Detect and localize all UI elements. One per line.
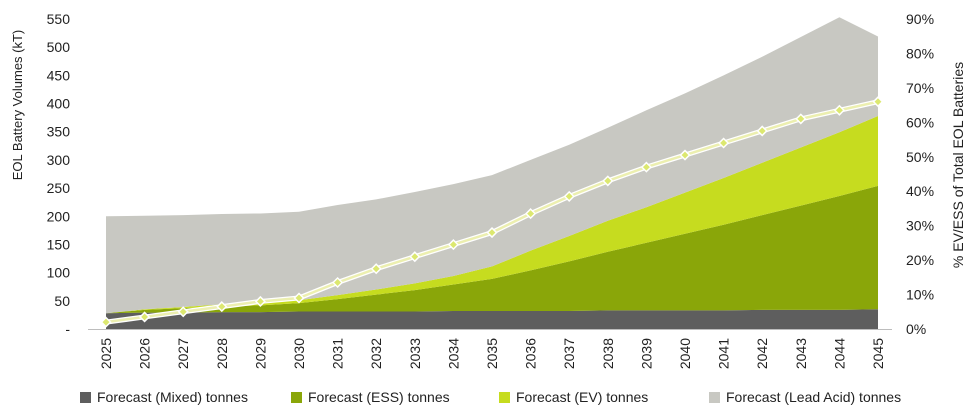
- legend-swatch: [499, 392, 510, 403]
- legend: Forecast (Mixed) tonnes Forecast (ESS) to…: [80, 389, 901, 405]
- y2-tick-label: 20%: [906, 252, 934, 268]
- y-tick-label: 150: [47, 236, 71, 252]
- percent-marker: [216, 301, 228, 313]
- y2-tick-label: 90%: [906, 11, 934, 27]
- legend-label: Forecast (Lead Acid) tonnes: [726, 389, 901, 405]
- y-tick-label: 250: [47, 180, 71, 196]
- y2-tick-label: 80%: [906, 45, 934, 61]
- percent-marker: [370, 263, 382, 275]
- legend-item: Forecast (Mixed) tonnes: [80, 389, 248, 405]
- x-tick-label: 2027: [175, 338, 191, 369]
- percent-marker: [447, 239, 459, 251]
- percent-marker: [254, 295, 266, 308]
- percent-marker: [486, 226, 498, 239]
- x-tick-label: 2029: [252, 338, 268, 369]
- x-axis: 2025 2026 2027 2028 2029 2030 2031 2032 2033 2034…: [88, 329, 892, 369]
- x-tick-label: 2039: [638, 338, 654, 369]
- y-axis-label: EOL Battery Volumes (kT): [10, 30, 25, 181]
- x-tick-label: 2025: [98, 338, 114, 369]
- percent-marker: [177, 306, 189, 318]
- x-tick-label: 2040: [677, 338, 693, 369]
- percent-marker: [756, 125, 768, 137]
- legend-swatch: [709, 392, 720, 403]
- y2-axis-label: % EV/ESS of Total EOL Batteries: [950, 62, 966, 268]
- x-tick-label: 2042: [754, 338, 770, 369]
- y-tick-label: 500: [47, 39, 71, 55]
- legend-swatch: [291, 392, 302, 403]
- percent-marker: [679, 149, 691, 161]
- percent-marker: [833, 104, 845, 116]
- x-tick-label: 2028: [214, 338, 230, 369]
- area-forecast-mixed-tonnes: [106, 309, 878, 329]
- x-tick-label: 2031: [330, 338, 346, 369]
- percent-marker: [332, 276, 344, 289]
- y-tick-label: 350: [47, 124, 71, 140]
- y2-tick-label: 10%: [906, 287, 934, 303]
- y2-tick-label: 0%: [906, 321, 926, 337]
- x-tick-label: 2041: [716, 338, 732, 369]
- x-tick-label: 2044: [831, 338, 847, 369]
- y-tick-label: -: [65, 321, 70, 337]
- y-tick-label: 100: [47, 265, 71, 281]
- y-tick-label: 300: [47, 152, 71, 168]
- percent-marker: [293, 292, 305, 304]
- x-tick-label: 2043: [793, 338, 809, 369]
- y2-tick-label: 70%: [906, 80, 934, 96]
- percent-line-group: [100, 96, 884, 328]
- y-tick-label: 400: [47, 96, 71, 112]
- percent-marker: [795, 113, 807, 125]
- area-forecast-lead-acid-tonnes: [106, 17, 878, 314]
- percent-marker: [640, 161, 652, 173]
- percent-marker: [602, 175, 614, 187]
- percent-marker: [409, 251, 421, 263]
- x-tick-label: 2030: [291, 338, 307, 369]
- legend-item: Forecast (ESS) tonnes: [291, 389, 450, 405]
- y2-tick-label: 30%: [906, 218, 934, 234]
- area-forecast-ev-tonnes: [106, 115, 878, 314]
- x-tick-label: 2026: [137, 338, 153, 369]
- area-forecast-ess-tonnes: [106, 185, 878, 314]
- y-tick-label: 450: [47, 67, 71, 83]
- percent-marker: [563, 190, 575, 202]
- x-tick-label: 2033: [407, 338, 423, 369]
- y2-tick-label: 40%: [906, 183, 934, 199]
- legend-item: Forecast (Lead Acid) tonnes: [709, 389, 901, 405]
- x-tick-label: 2037: [561, 338, 577, 369]
- y-tick-label: 50: [54, 293, 70, 309]
- x-tick-label: 2035: [484, 338, 500, 369]
- legend-label: Forecast (ESS) tonnes: [308, 389, 450, 405]
- y-tick-label: 200: [47, 208, 71, 224]
- x-tick-label: 2036: [523, 338, 539, 369]
- x-tick-label: 2032: [368, 338, 384, 369]
- y-tick-label: 550: [47, 11, 71, 27]
- area-series-group: [106, 17, 878, 329]
- percent-marker: [525, 208, 537, 220]
- percent-marker: [139, 311, 151, 323]
- y2-tick-label: 60%: [906, 114, 934, 130]
- y2-tick-label: 50%: [906, 149, 934, 165]
- legend-swatch: [80, 392, 91, 403]
- legend-label: Forecast (EV) tonnes: [516, 389, 648, 405]
- x-tick-label: 2045: [870, 338, 886, 369]
- percent-marker: [718, 137, 730, 149]
- x-tick-label: 2034: [445, 338, 461, 369]
- y-axis-right: 0% 10% 20% 30% 40% 50% 60% 70% 80% 90%: [906, 11, 934, 337]
- percent-marker: [100, 316, 112, 328]
- legend-item: Forecast (EV) tonnes: [499, 389, 648, 405]
- x-tick-label: 2038: [600, 338, 616, 369]
- y-axis-left: - 50 100 150 200 250 300 350 400 450 500 550: [47, 11, 71, 337]
- legend-label: Forecast (Mixed) tonnes: [97, 389, 248, 405]
- percent-marker: [872, 96, 884, 108]
